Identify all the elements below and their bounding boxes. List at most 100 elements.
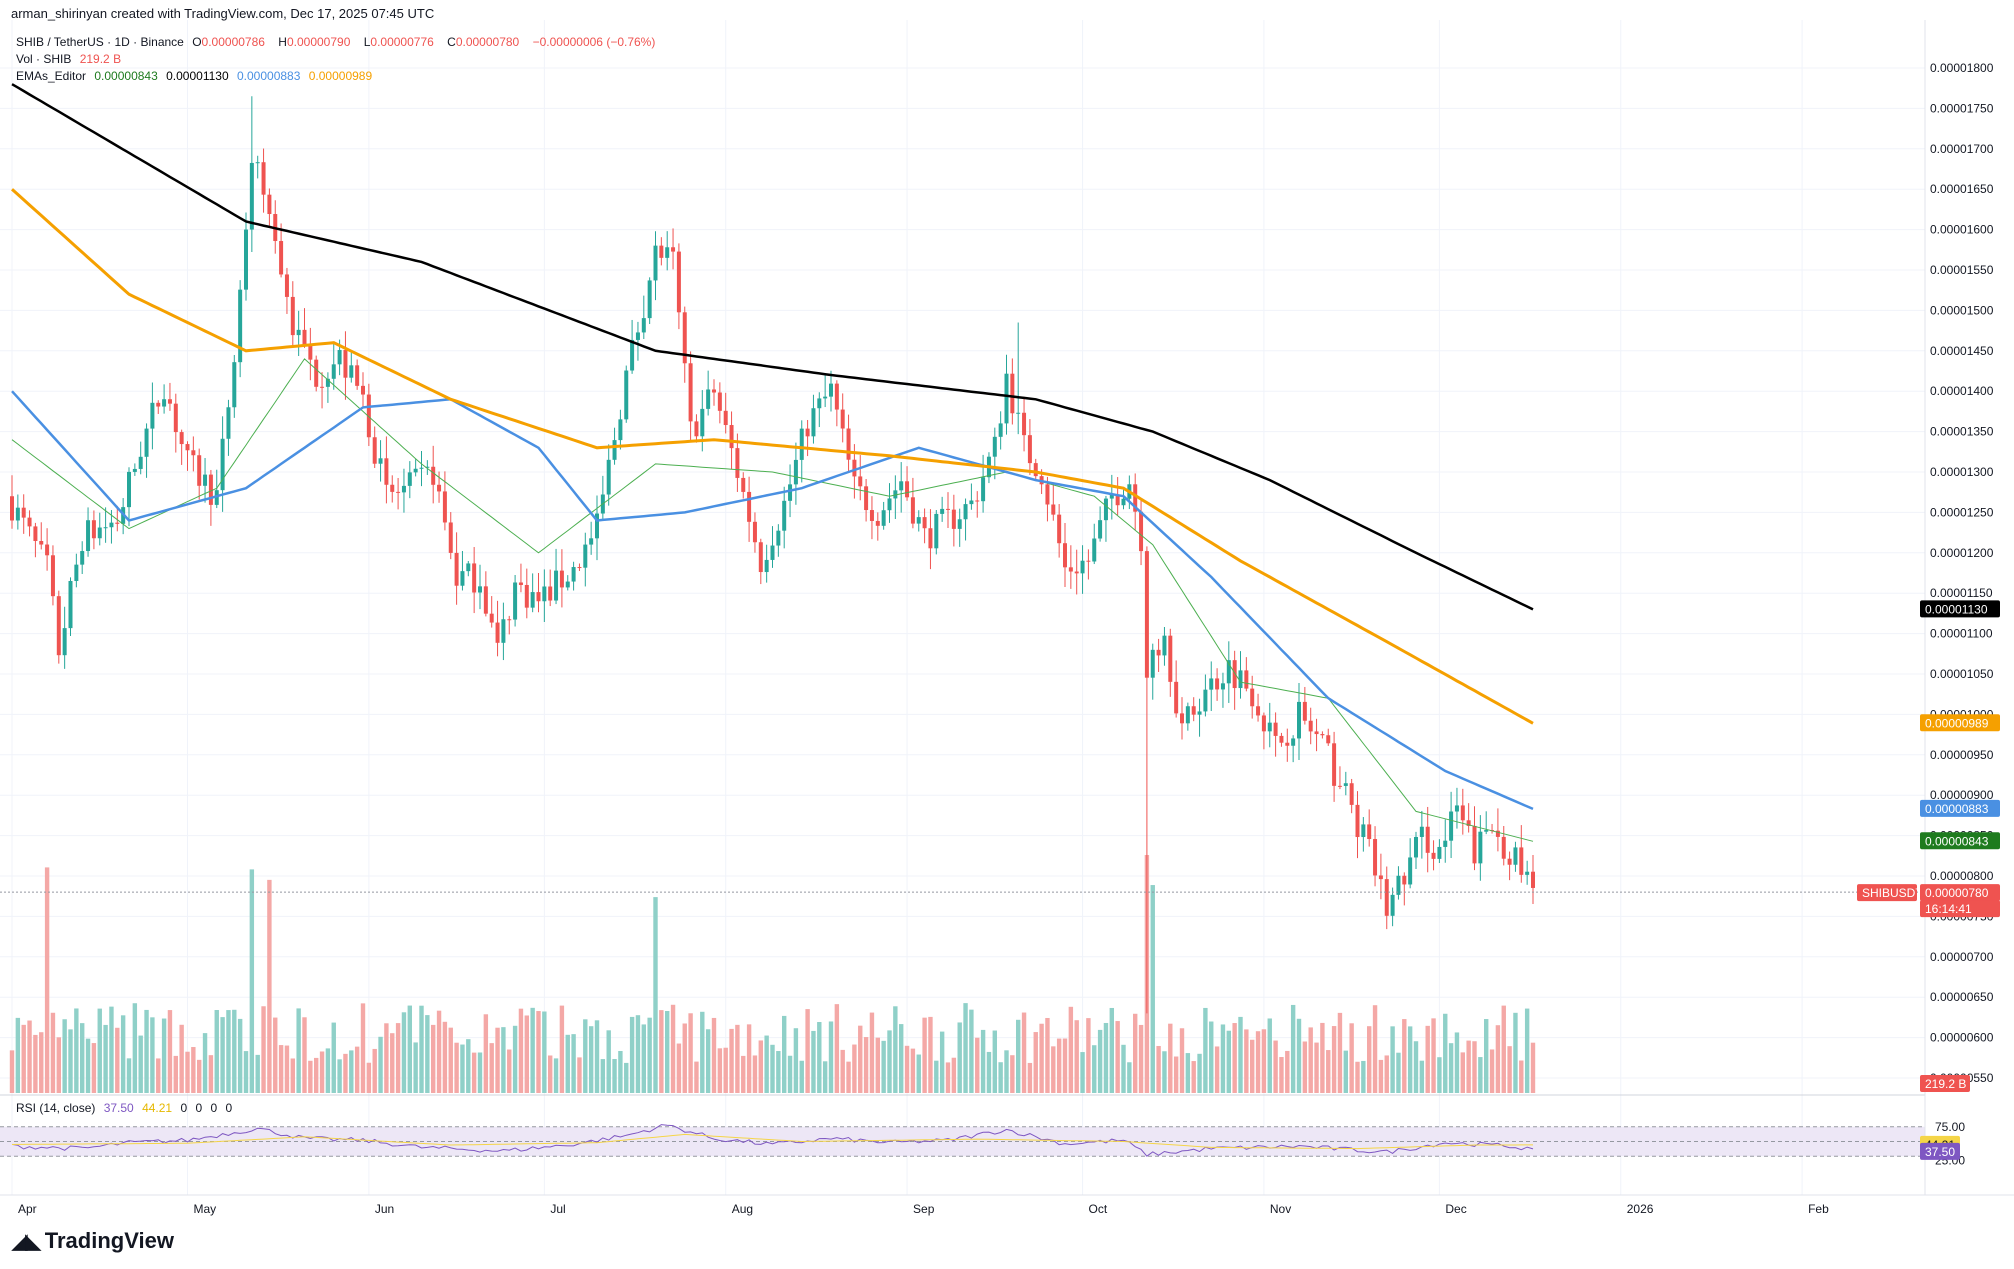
candle-body bbox=[899, 481, 904, 491]
candle-body bbox=[992, 436, 997, 457]
candle-body bbox=[559, 570, 564, 588]
volume-bar bbox=[594, 1020, 600, 1093]
volume-bar bbox=[1092, 1045, 1097, 1093]
volume-bar bbox=[1273, 1040, 1278, 1093]
volume-bar bbox=[1448, 1043, 1454, 1093]
volume-bar bbox=[1466, 1040, 1471, 1093]
candle-body bbox=[647, 280, 652, 319]
volume-bar bbox=[1407, 1026, 1413, 1093]
candle-body bbox=[840, 409, 845, 429]
candle-body bbox=[1367, 824, 1372, 840]
candle-body bbox=[366, 394, 371, 438]
volume-label[interactable]: Vol · SHIB bbox=[16, 52, 72, 66]
volume-bar bbox=[1331, 1026, 1337, 1093]
volume-bar bbox=[799, 1060, 804, 1093]
candle-body bbox=[74, 564, 79, 581]
volume-bar bbox=[507, 1049, 512, 1093]
volume-bar bbox=[1168, 1023, 1173, 1093]
volume-bar bbox=[559, 1005, 565, 1093]
candle-body bbox=[21, 507, 26, 518]
volume-bar bbox=[477, 1052, 483, 1093]
volume-bar bbox=[822, 1061, 828, 1093]
volume-bar bbox=[530, 1007, 535, 1093]
volume-bar bbox=[1150, 885, 1155, 1093]
price-tick-label: 0.00001300 bbox=[1930, 465, 1994, 479]
candle-body bbox=[179, 432, 184, 445]
candle-body bbox=[875, 520, 880, 526]
candle-body bbox=[536, 592, 541, 602]
chart-legend: SHIB / TetherUS · 1D · Binance O0.000007… bbox=[16, 34, 660, 85]
volume-bar bbox=[144, 1009, 149, 1093]
candle-body bbox=[1103, 498, 1108, 521]
volume-bar bbox=[863, 1037, 869, 1093]
volume-bar bbox=[548, 1055, 553, 1093]
candle-body bbox=[1238, 670, 1243, 689]
volume-bar bbox=[1355, 1061, 1360, 1093]
volume-bar bbox=[1390, 1026, 1395, 1093]
volume-bar bbox=[97, 1008, 102, 1093]
volume-bar bbox=[1501, 1005, 1506, 1093]
volume-bar bbox=[62, 1019, 67, 1093]
candle-body bbox=[1250, 688, 1255, 707]
rsi-label[interactable]: RSI (14, close) bbox=[16, 1101, 96, 1115]
candle-body bbox=[33, 526, 38, 542]
tradingview-logo[interactable]: ◢◣ TradingView bbox=[12, 1228, 174, 1254]
volume-bar bbox=[1519, 1060, 1524, 1093]
volume-bar bbox=[1068, 1006, 1074, 1093]
volume-bar bbox=[624, 1062, 629, 1093]
candle-body bbox=[97, 527, 102, 539]
time-tick-label: Dec bbox=[1445, 1202, 1466, 1216]
volume-bar bbox=[676, 1043, 682, 1093]
volume-bar bbox=[583, 1019, 588, 1093]
axes: 0.00001800 0.00001750 0.00001700 0.00001650… bbox=[0, 20, 2014, 1216]
candle-body bbox=[331, 364, 336, 379]
symbol-label[interactable]: SHIB / TetherUS · 1D · Binance bbox=[16, 35, 184, 49]
volume-bar bbox=[1349, 1023, 1354, 1093]
volume-badge: 219.2 B bbox=[1925, 1077, 1966, 1091]
candle-body bbox=[1531, 871, 1535, 888]
candle-body bbox=[302, 329, 307, 345]
volume-bar bbox=[466, 1039, 471, 1093]
ema-label[interactable]: EMAs_Editor bbox=[16, 69, 87, 83]
candle-body bbox=[1419, 826, 1424, 837]
candle-body bbox=[185, 444, 190, 451]
candle-body bbox=[1507, 858, 1512, 865]
volume-bar bbox=[471, 1052, 477, 1093]
candle-body bbox=[934, 513, 939, 549]
candle-body bbox=[776, 530, 781, 546]
time-tick-label: Aug bbox=[732, 1202, 753, 1216]
price-tick-label: 0.00001400 bbox=[1930, 384, 1994, 398]
volume-bar bbox=[1185, 1053, 1191, 1093]
volume-bar bbox=[1162, 1051, 1167, 1093]
volume-bar bbox=[214, 1010, 219, 1093]
volume-bar bbox=[922, 1017, 927, 1093]
volume-bar bbox=[1191, 1061, 1196, 1093]
price-tick-label: 0.00001350 bbox=[1930, 425, 1994, 439]
volume-bar bbox=[436, 1010, 442, 1093]
candle-body bbox=[612, 440, 617, 460]
volume-bar bbox=[1495, 1025, 1501, 1093]
volume-bar bbox=[641, 1024, 646, 1093]
volume-bar bbox=[483, 1014, 489, 1093]
volume-bar bbox=[126, 1058, 132, 1093]
ema100-badge: 0.00000989 bbox=[1925, 716, 1989, 730]
candle-body bbox=[1343, 783, 1348, 786]
candle-body bbox=[103, 527, 108, 529]
volume-bar bbox=[904, 1045, 910, 1093]
volume-bar bbox=[1197, 1053, 1202, 1093]
volume-bar bbox=[805, 1009, 810, 1093]
candle-body bbox=[741, 477, 746, 492]
volume-bar bbox=[337, 1059, 342, 1093]
ema200-value: 0.00001130 bbox=[166, 69, 229, 83]
volume-bar bbox=[588, 1026, 594, 1093]
volume-bar bbox=[44, 867, 50, 1093]
candle-body bbox=[1139, 511, 1144, 552]
candle-body bbox=[1045, 484, 1050, 505]
volume-bar bbox=[273, 1017, 278, 1093]
volume-bar bbox=[132, 1003, 138, 1093]
candle-body bbox=[1203, 689, 1208, 712]
candle-body bbox=[314, 359, 319, 387]
candle-body bbox=[1267, 722, 1272, 732]
volume-bar bbox=[448, 1027, 453, 1093]
